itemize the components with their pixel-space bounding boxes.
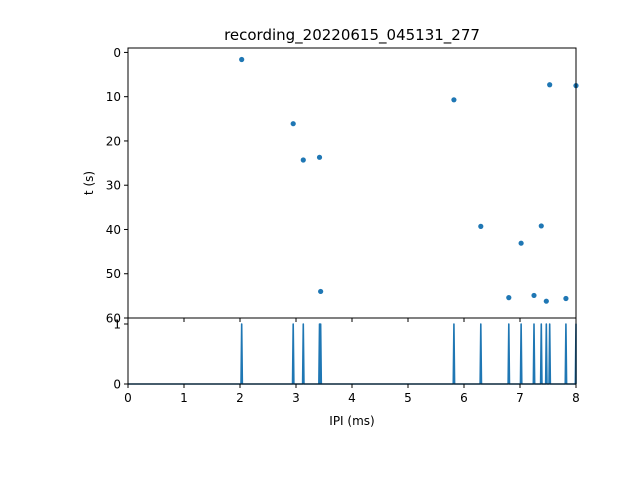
scatter-point-7 [478,223,484,229]
ipi-axes-frame [127,317,577,385]
scatter-y-tick-label: 0 [113,46,121,60]
chart-title: recording_20220615_045131_277 [224,26,480,45]
scatter-point-11 [538,223,544,229]
ipi-x-ticks: 0 1 2 3 4 5 6 7 8 [124,384,580,405]
scatter-y-axis-label: t (s) [82,171,96,195]
scatter-y-tick-label: 10 [106,90,121,104]
scatter-point-14 [563,295,569,302]
ipi-x-tick-label: 2 [236,391,244,405]
ipi-x-tick-label: 1 [180,391,188,405]
scatter-y-tick-label: 50 [106,267,121,281]
scatter-point-5 [318,288,324,295]
ipi-x-axis-label: IPI (ms) [329,414,374,428]
ipi-spike-line [128,323,577,385]
ipi-x-tick-label: 5 [404,391,412,405]
scatter-point-9 [518,240,524,246]
scatter-y-ticks: 0 10 20 30 40 50 60 [106,46,128,326]
ipi-y-tick-label: 0 [113,378,121,392]
scatter-point-2 [290,121,296,127]
scatter-panel: 0 10 20 30 40 50 60 t (s) [82,46,579,326]
scatter-point-1 [239,56,245,63]
scatter-point-12 [543,298,549,304]
ipi-x-tick-label: 0 [124,391,132,405]
scatter-points [239,56,579,304]
scatter-y-tick-label: 20 [106,134,121,148]
ipi-y-ticks: 01 [113,318,128,392]
ipi-line [128,323,577,385]
scatter-point-6 [451,97,457,103]
scatter-y-tick-label: 30 [106,179,121,193]
ipi-x-tick-label: 6 [460,391,468,405]
scatter-point-10 [531,292,537,299]
ipi-x-tick-label: 3 [292,391,300,405]
scatter-y-tick-label: 60 [106,312,121,326]
scatter-point-3 [300,157,306,163]
ipi-x-tick-label: 4 [348,391,356,405]
ipi-x-tick-label: 7 [516,391,524,405]
scatter-point-4 [316,154,323,160]
scatter-y-tick-label: 40 [106,223,121,237]
scatter-point-8 [506,295,512,301]
ipi-x-tick-label: 8 [572,391,580,405]
scatter-point-13 [547,82,553,88]
ipi-y-tick-label: 1 [113,318,121,332]
